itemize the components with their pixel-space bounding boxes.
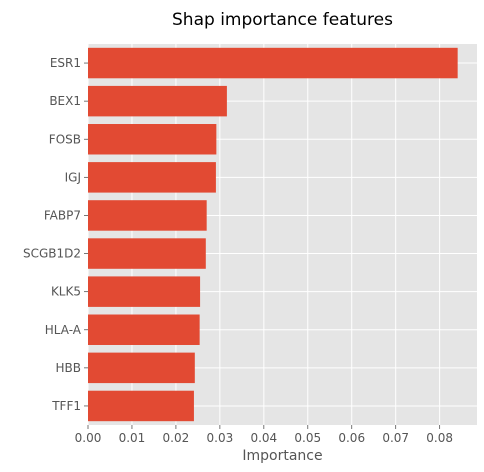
y-axis-ticks: ESR1 BEX1 FOSB IGJ FABP7 SCGB1D2 KLK5 HLA-A HBB T… [23, 56, 88, 413]
bar-scgb1d2 [88, 238, 206, 269]
x-tick-label: 0.06 [338, 431, 365, 445]
x-tick-label: 0.02 [163, 431, 190, 445]
bar-klk5 [88, 276, 201, 307]
bar-igj [88, 162, 216, 193]
x-axis-label: Importance [242, 448, 322, 464]
bar-fabp7 [88, 200, 207, 231]
bar-fosb [88, 124, 217, 155]
bar-hbb [88, 352, 195, 384]
y-tick-label: FOSB [49, 132, 81, 146]
x-tick-label: 0.01 [119, 431, 146, 445]
y-tick-label: HBB [56, 361, 82, 375]
bar-tff1 [88, 390, 194, 422]
y-tick-label: TFF1 [51, 399, 81, 413]
y-tick-label: HLA-A [45, 323, 82, 337]
bars [88, 47, 458, 422]
bar-hla-a [88, 314, 200, 345]
x-axis-ticks: 0.00 0.01 0.02 0.03 0.04 0.05 0.06 0.07 0.08 [75, 425, 453, 445]
x-tick-label: 0.03 [207, 431, 234, 445]
y-tick-label: FABP7 [44, 208, 81, 222]
y-tick-label: ESR1 [50, 56, 81, 70]
bar-bex1 [88, 85, 227, 117]
chart-title: Shap importance features [172, 10, 393, 30]
y-tick-label: IGJ [65, 170, 81, 184]
y-tick-label: KLK5 [51, 285, 81, 299]
x-tick-label: 0.08 [426, 431, 453, 445]
y-tick-label: BEX1 [49, 94, 81, 108]
x-tick-label: 0.07 [382, 431, 409, 445]
x-tick-label: 0.05 [294, 431, 321, 445]
y-tick-label: SCGB1D2 [23, 247, 81, 261]
x-tick-label: 0.00 [75, 431, 102, 445]
x-tick-label: 0.04 [250, 431, 277, 445]
bar-esr1 [88, 47, 458, 79]
